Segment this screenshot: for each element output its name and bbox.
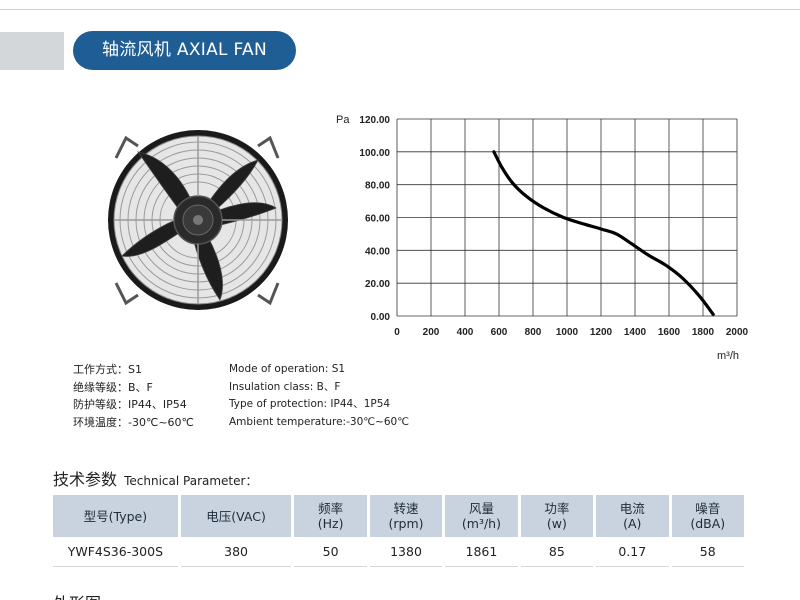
performance-chart: 0 200 400 600 800 1000 1200 1400 1600 1800 2000 0.0… bbox=[336, 114, 749, 362]
y-tick-label: 0.00 bbox=[371, 312, 391, 323]
x-tick-label: 1000 bbox=[556, 327, 579, 338]
spec-operation-en: Mode of operation: S1 bbox=[229, 363, 346, 375]
y-axis-label: Pa bbox=[336, 114, 350, 126]
cell-frequency: 50 bbox=[294, 537, 367, 567]
top-divider bbox=[0, 9, 800, 10]
cell-speed: 1380 bbox=[369, 537, 443, 567]
spec-protection-cn: 防护等级：IP44、IP54 bbox=[73, 398, 187, 411]
side-tab-decoration bbox=[0, 32, 64, 70]
x-tick-label: 2000 bbox=[726, 327, 749, 338]
header-current: 电流 (A) bbox=[596, 495, 669, 537]
axial-fan-image bbox=[108, 130, 288, 310]
cell-current: 0.17 bbox=[596, 537, 669, 567]
section-title-technical-parameter: 技术参数 Technical Parameter： bbox=[53, 466, 257, 490]
x-tick-label: 800 bbox=[525, 327, 542, 338]
y-tick-label: 80.00 bbox=[365, 181, 390, 192]
spec-operation-cn: 工作方式：S1 bbox=[73, 363, 142, 376]
technical-parameter-table: 型号(Type) 电压(VAC) 频率 (Hz) 转速 (rpm) 风量 (m³/h)… bbox=[50, 495, 747, 567]
header-power: 功率 (w) bbox=[520, 495, 594, 537]
cell-power: 85 bbox=[520, 537, 594, 567]
specs-chinese: 工作方式：S1 绝缘等级：B、F 防护等级：IP44、IP54 环境温度：-30… bbox=[73, 361, 194, 431]
performance-curve bbox=[492, 150, 715, 316]
y-tick-label: 40.00 bbox=[365, 246, 390, 257]
table-row: YWF4S36-300S 380 50 1380 1861 85 0.17 58 bbox=[53, 537, 744, 567]
spec-temperature-en: Ambient temperature:-30℃~60℃ bbox=[229, 415, 409, 428]
section-title-cn: 技术参数 bbox=[53, 470, 118, 489]
y-tick-label: 20.00 bbox=[365, 279, 390, 290]
header-voltage: 电压(VAC) bbox=[180, 495, 292, 537]
x-tick-label: 1800 bbox=[692, 327, 715, 338]
cell-noise: 58 bbox=[671, 537, 744, 567]
y-tick-label: 60.00 bbox=[365, 214, 390, 225]
x-tick-label: 1200 bbox=[590, 327, 613, 338]
cell-type: YWF4S36-300S bbox=[53, 537, 178, 567]
specs-english: Mode of operation: S1 Insulation class: … bbox=[229, 361, 409, 431]
x-tick-label: 1400 bbox=[624, 327, 647, 338]
header-type: 型号(Type) bbox=[53, 495, 178, 537]
y-tick-label: 100.00 bbox=[359, 148, 390, 159]
header-airflow: 风量 (m³/h) bbox=[445, 495, 518, 537]
header-frequency: 频率 (Hz) bbox=[294, 495, 367, 537]
spec-insulation-cn: 绝缘等级：B、F bbox=[73, 380, 153, 394]
x-tick-label: 400 bbox=[457, 327, 474, 338]
header-noise: 噪音 (dBA) bbox=[671, 495, 744, 537]
x-tick-label: 0 bbox=[394, 327, 400, 338]
y-tick-label: 120.00 bbox=[359, 115, 390, 126]
cell-airflow: 1861 bbox=[445, 537, 518, 567]
x-tick-label: 600 bbox=[491, 327, 508, 338]
page-title: 轴流风机 AXIAL FAN bbox=[73, 31, 296, 70]
section-title-en: Technical Parameter： bbox=[124, 474, 258, 488]
cell-voltage: 380 bbox=[180, 537, 292, 567]
spec-protection-en: Type of protection: IP44、1P54 bbox=[229, 398, 391, 410]
x-tick-label: 200 bbox=[423, 327, 440, 338]
header-speed: 转速 (rpm) bbox=[369, 495, 443, 537]
spec-temperature-cn: 环境温度：-30℃~60℃ bbox=[73, 415, 194, 429]
spec-insulation-en: Insulation class: B、F bbox=[229, 380, 341, 393]
table-header-row: 型号(Type) 电压(VAC) 频率 (Hz) 转速 (rpm) 风量 (m³/h)… bbox=[53, 495, 744, 537]
x-axis-label: m³/h bbox=[717, 350, 739, 362]
next-section-title: 外形图 bbox=[53, 590, 101, 600]
x-tick-label: 1600 bbox=[658, 327, 681, 338]
